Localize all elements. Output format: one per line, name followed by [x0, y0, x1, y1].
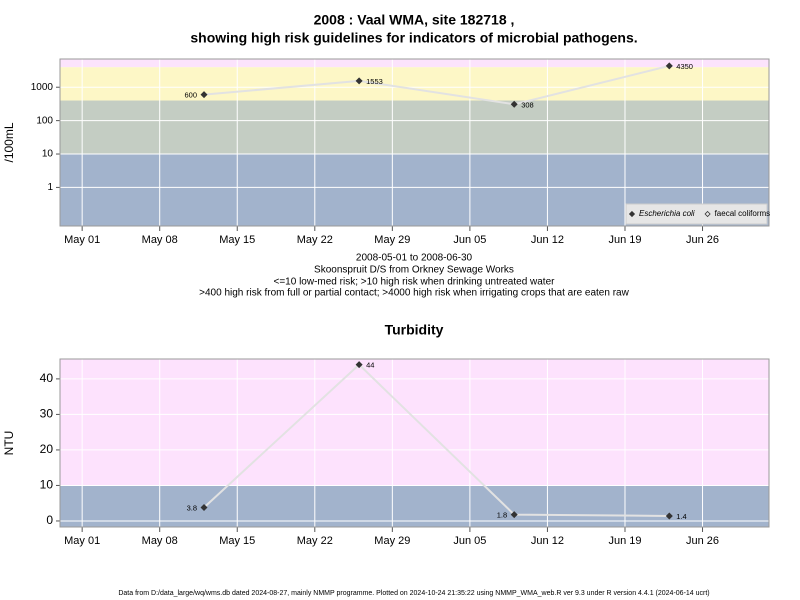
x-tick-label: Jun 12 [531, 234, 564, 246]
data-label: 1.4 [676, 512, 686, 521]
plot-frame [59, 58, 770, 227]
data-label: 600 [185, 91, 198, 100]
risk-band [60, 485, 769, 527]
x-tick-label: May 01 [64, 535, 100, 547]
x-tick-label: Jun 05 [453, 234, 486, 246]
y-tick-label: 40 [40, 371, 54, 385]
data-label: 308 [521, 100, 534, 109]
x-tick-label: May 29 [374, 234, 410, 246]
y-tick-label: 100 [36, 115, 53, 126]
caption: Skoonspruit D/S from Orkney Sewage Works [314, 265, 514, 276]
series-line [203, 64, 670, 106]
y-tick-label: 1000 [31, 82, 54, 93]
y-tick-label: 10 [42, 149, 54, 160]
x-tick-label: May 15 [219, 535, 255, 547]
legend-marker [628, 210, 636, 218]
data-label: 3.8 [187, 503, 197, 512]
x-tick-label: May 15 [219, 234, 255, 246]
x-tick-label: May 08 [142, 234, 178, 246]
y-axis-label: /100mL [2, 122, 16, 162]
x-tick-label: Jun 19 [608, 535, 641, 547]
x-tick-label: Jun 26 [686, 535, 719, 547]
data-label: 1.8 [497, 511, 507, 520]
x-tick-label: May 22 [297, 535, 333, 547]
data-point [665, 512, 673, 520]
legend-marker [704, 210, 711, 218]
x-tick-label: Jun 26 [686, 234, 719, 246]
series-line [203, 363, 670, 517]
data-point [355, 361, 363, 369]
x-tick-label: Jun 12 [531, 535, 564, 547]
risk-band [60, 359, 769, 486]
y-tick-label: 20 [40, 442, 54, 456]
caption: >400 high risk from full or partial cont… [199, 288, 629, 299]
plot-frame [59, 358, 770, 528]
data-point [355, 77, 363, 85]
data-label: 1553 [366, 77, 383, 86]
x-tick-label: May 22 [297, 234, 333, 246]
y-axis-label: NTU [2, 431, 16, 456]
risk-band [60, 67, 769, 101]
subtitle: showing high risk guidelines for indicat… [190, 30, 637, 46]
title: 2008 : Vaal WMA, site 182718 , [314, 12, 515, 28]
x-tick-label: May 01 [64, 234, 100, 246]
risk-band [60, 59, 769, 68]
risk-band [60, 100, 769, 155]
data-label: 4350 [676, 62, 693, 71]
caption: 2008-05-01 to 2008-06-30 [356, 253, 473, 264]
y-tick-label: 0 [46, 513, 53, 527]
data-point [510, 100, 518, 108]
x-tick-label: May 08 [142, 535, 178, 547]
data-point [200, 503, 208, 511]
data-point [665, 62, 673, 70]
x-tick-label: Jun 19 [608, 234, 641, 246]
chart-title: Turbidity [385, 322, 444, 338]
legend-label: Escherichia coli [639, 209, 695, 218]
x-tick-label: May 29 [374, 535, 410, 547]
data-point [510, 511, 518, 519]
y-tick-label: 1 [47, 182, 53, 193]
caption: <=10 low-med risk; >10 high risk when dr… [274, 277, 556, 288]
x-tick-label: Jun 05 [453, 535, 486, 547]
y-tick-label: 10 [40, 478, 54, 492]
footer: Data from D:/data_large/wq/wms.db dated … [118, 590, 709, 597]
y-tick-label: 30 [40, 407, 54, 421]
data-label: 44 [366, 361, 374, 370]
legend-box [625, 203, 768, 225]
data-point [200, 91, 208, 99]
legend-label: faecal coliforms [715, 209, 771, 218]
